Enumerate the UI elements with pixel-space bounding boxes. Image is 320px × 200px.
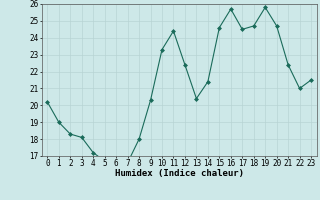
X-axis label: Humidex (Indice chaleur): Humidex (Indice chaleur) xyxy=(115,169,244,178)
